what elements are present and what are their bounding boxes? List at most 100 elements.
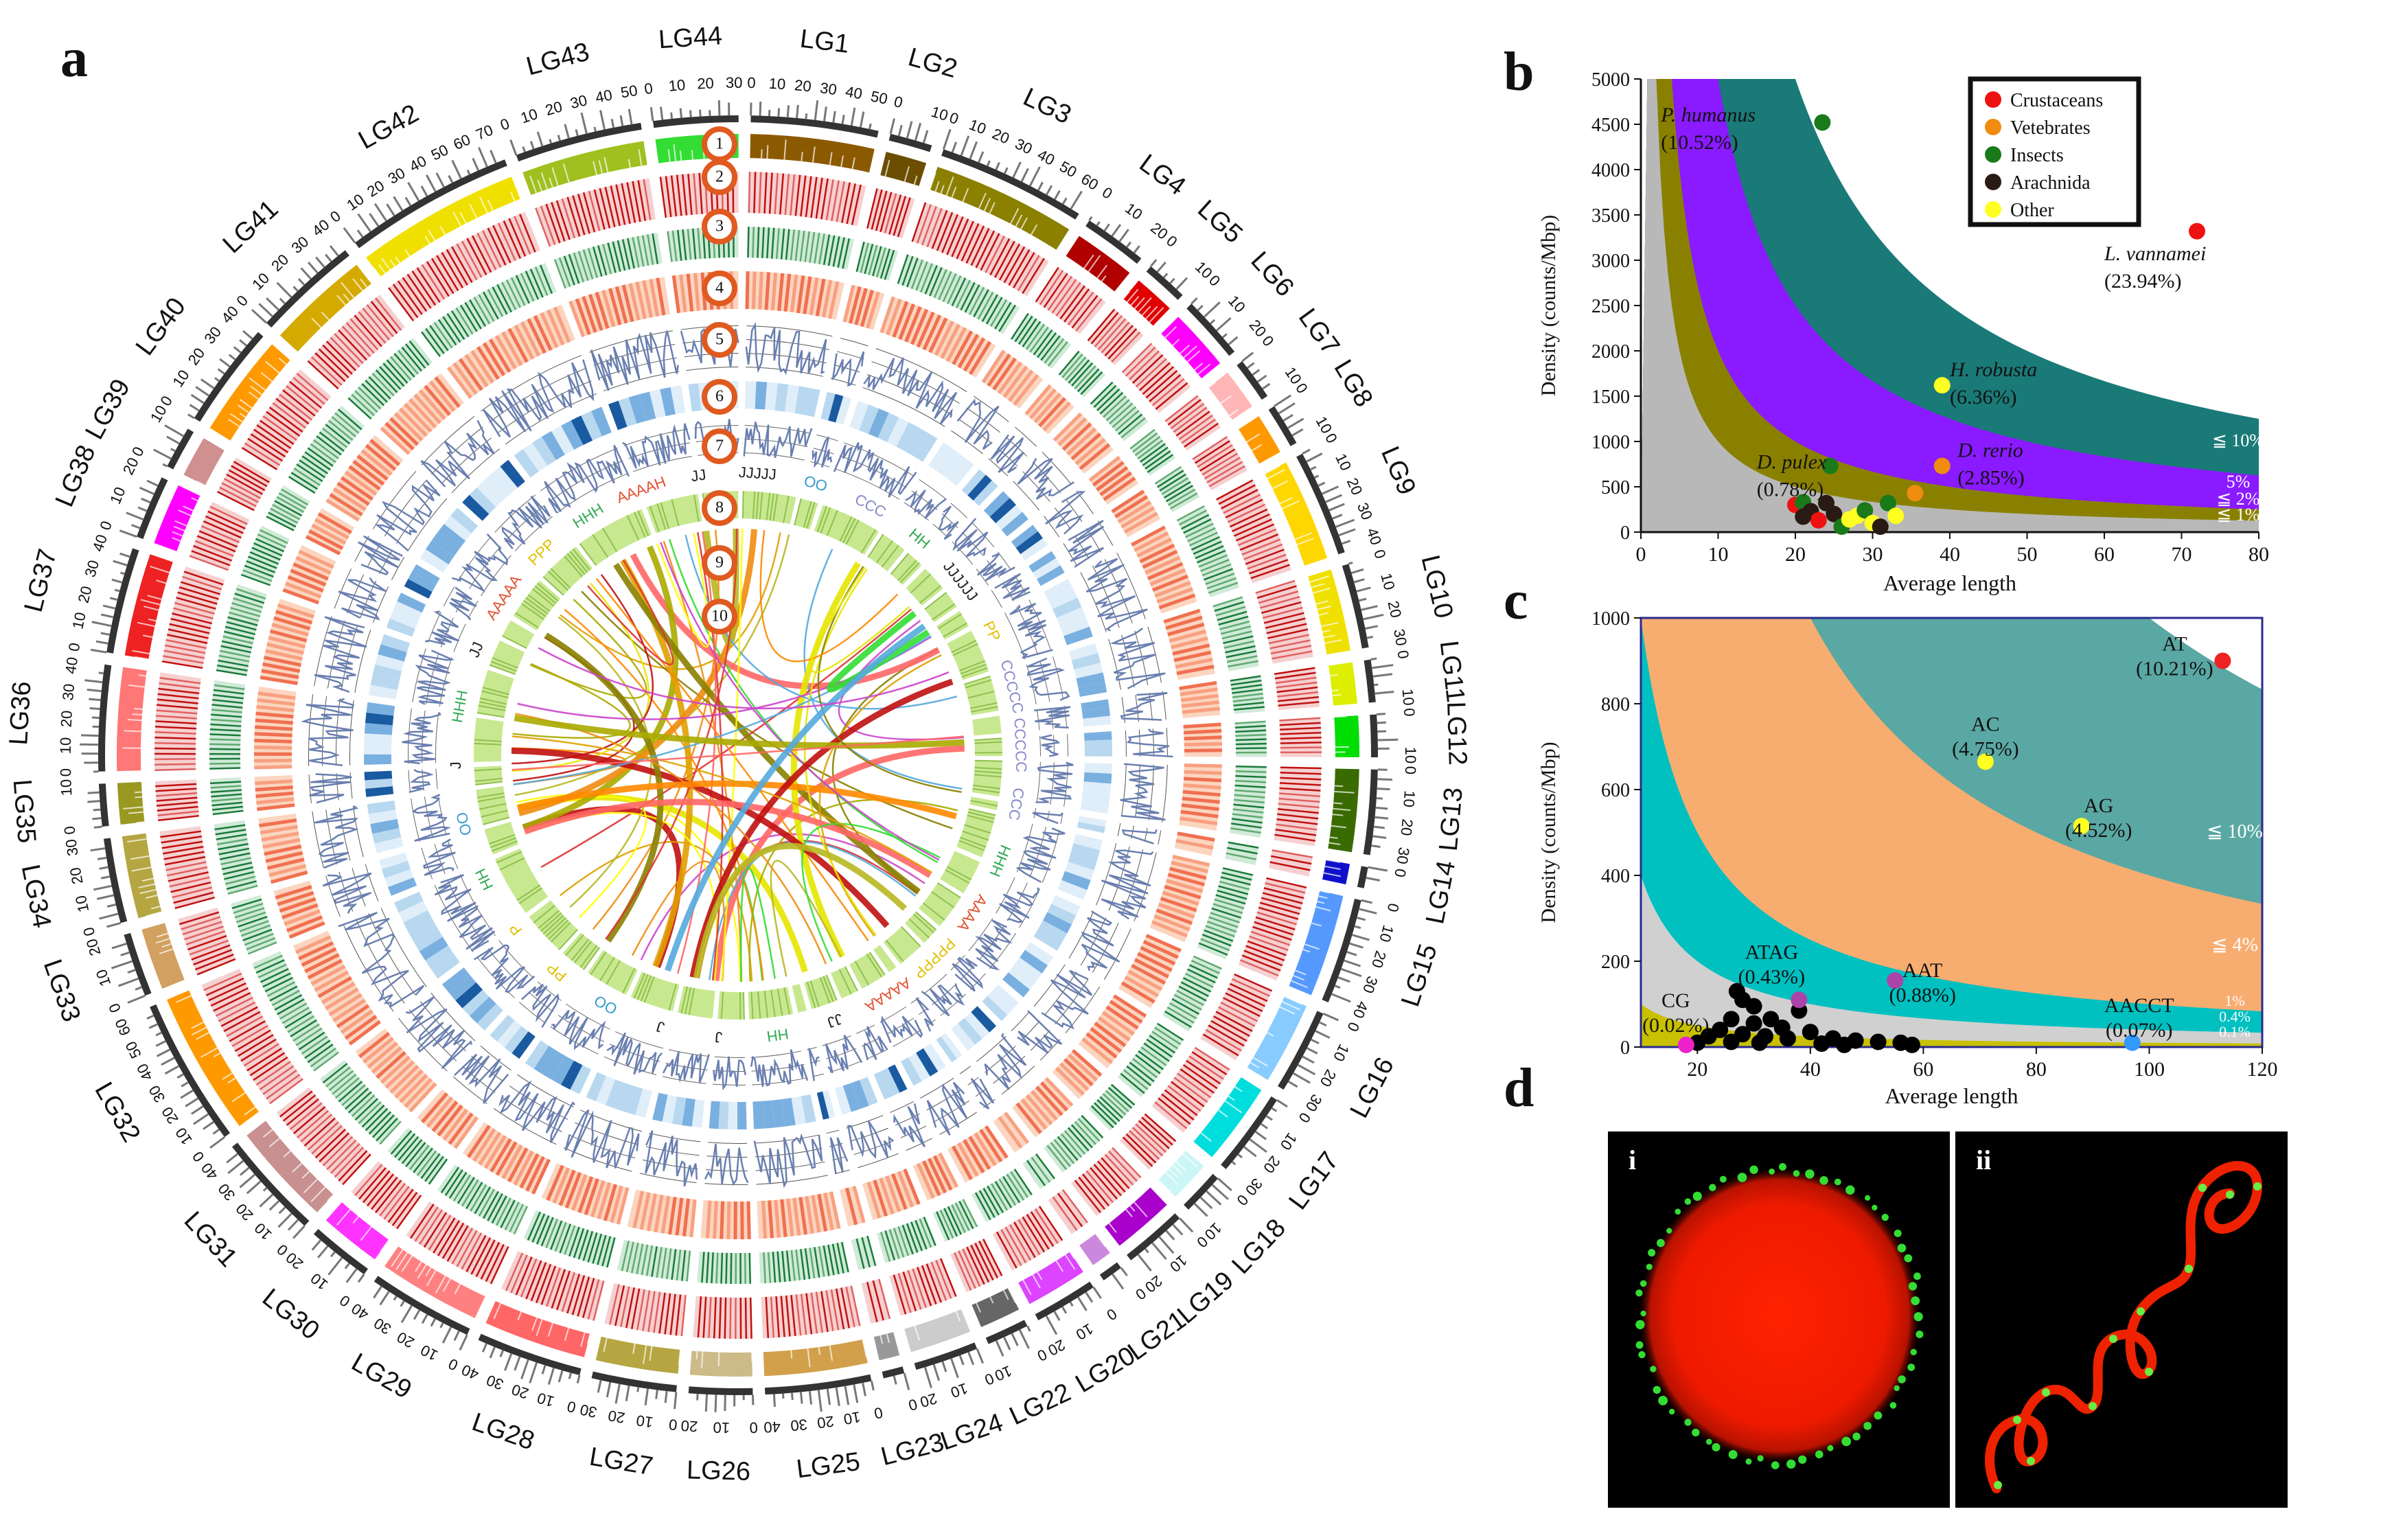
track-3-bar [659,176,667,218]
track-2-stripe [1330,674,1338,677]
track-4-bar [1074,1120,1097,1145]
point-label: AC [1971,713,2000,735]
track-8-grid [856,1024,875,1034]
marker-density-bar [111,943,127,950]
track-5-bar [610,1185,623,1223]
fish-signal [2198,1184,2207,1192]
track-3-bar [203,972,242,991]
track-8-grid [424,796,434,838]
track-3-bar [503,220,522,259]
track-7-cell [1083,772,1112,784]
lg-name: LG2 [905,43,961,84]
track-9-bar [685,987,692,1015]
track-3-bar [540,205,556,245]
track-4-bar [1187,968,1216,984]
band [1641,618,2262,1047]
lg-axis [150,1004,231,1138]
data-point [1887,972,1904,989]
track-4-bar [301,455,328,474]
synteny-link [560,840,753,982]
lg-tick-label: 10 [249,269,273,293]
track-6-grid [1039,1039,1061,1061]
track-6-grid [1092,565,1120,628]
track-4-bar [500,1199,516,1228]
track-4-bar [832,236,840,267]
marker-density-bar [799,1392,803,1404]
track-4-bar [1129,428,1155,450]
marker-density-bar [117,977,139,987]
track-5-bar [1169,866,1207,880]
synteny-link [631,860,726,982]
repeat-label: HHH [986,842,1014,880]
synteny-link [564,608,764,981]
track-4-bar [1234,789,1266,794]
track-3-bar [1269,639,1311,650]
track-2-stripe [1180,344,1190,354]
lg-tick-label: 30 [1359,974,1381,996]
lg-tick-label: 30 [1242,1175,1266,1199]
repeat-label: PP [543,959,570,985]
track-4-bar [951,277,967,306]
track-2-stripe [580,1332,586,1347]
track-6-grid [988,458,1009,476]
track-7-cell [983,491,1010,517]
track-4-bar [809,1248,816,1279]
track-9-band [936,610,969,640]
lg-axis [1184,1173,1219,1210]
track-3-bar [358,311,387,344]
track-8-line [1026,657,1070,701]
track-4-bar [1063,1130,1086,1155]
track-3-bar [174,601,215,614]
track-5-bar [358,1032,391,1059]
track-3-bar [156,709,198,715]
lg-name: LG23 [878,1428,947,1471]
track-2-stripe [301,1171,310,1179]
track-3-bar [1216,479,1254,501]
track-7-cell [389,610,419,629]
track-9-bar [671,499,680,527]
marker-density-bar [529,141,535,150]
track-6-grid [354,629,371,693]
track-9-bar [763,990,769,1018]
track-3-bar [319,1132,350,1162]
track-3-bar [1223,494,1261,514]
track-9-bar [826,509,838,536]
track-4-bar [212,699,244,704]
lg-name: LG1 [798,24,851,58]
track-2-stripe [1323,634,1335,639]
track-5-bar [1090,1026,1123,1053]
marker-density-bar [1237,1153,1243,1159]
track-3-bar [154,742,196,745]
marker-density-bar [1018,1329,1030,1349]
track-5-bar [1038,397,1066,428]
track-9-bar [806,502,816,529]
track-9-bar [777,988,783,1016]
track-9-bar [969,702,998,709]
track-3-bar [155,715,197,720]
fish-signal [1635,1341,1644,1349]
x-axis-label: Average length [1885,1083,2018,1108]
track-4-bar [998,304,1016,332]
track-5-bar [608,288,622,325]
track-6-grid [1096,843,1117,906]
track-4-bar [442,316,461,343]
lg-name: LG14 [1420,858,1461,926]
track-9-bar [720,991,724,1020]
track-4-bar [246,560,276,573]
marker-density-bar [1150,259,1158,267]
marker-density-bar [155,1040,166,1047]
track-4-bar [582,249,594,280]
repeat-label: HH [472,866,496,893]
lg-tick-label: 40 [198,1160,222,1184]
marker-density-bar [1096,221,1101,227]
track-3-bar [1155,382,1188,410]
track-7-cell [615,1083,634,1112]
track-4-bar [582,1230,594,1261]
track-3-bar [193,949,233,966]
track-3-bar [181,916,221,930]
track-5-bar [997,361,1023,395]
track-3-bar [702,1296,707,1338]
track-4-bar [780,228,785,260]
linkage-group-lg14: 0 LG14 [969,796,1461,926]
track-4-bar [379,1120,402,1145]
